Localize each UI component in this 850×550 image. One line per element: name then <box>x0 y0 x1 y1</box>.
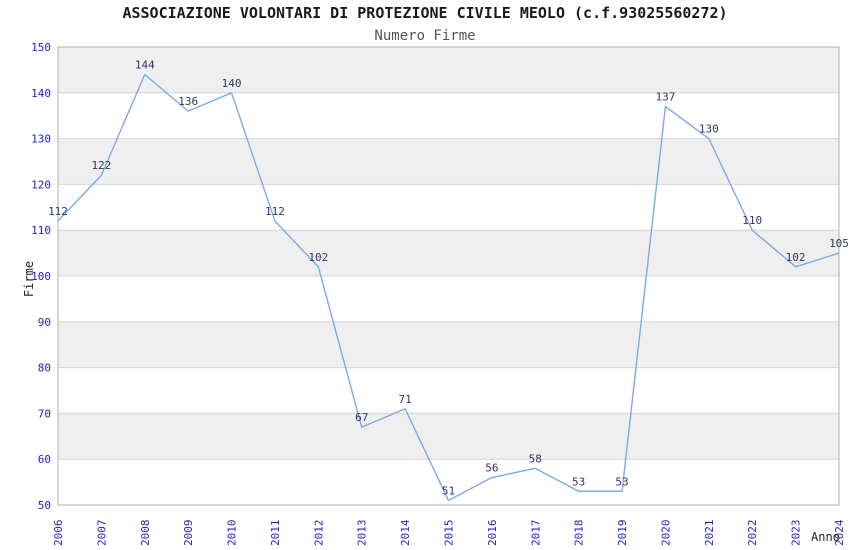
x-tick-label: 2014 <box>399 519 412 546</box>
data-point-label: 56 <box>485 462 498 475</box>
y-tick-label: 110 <box>31 224 51 237</box>
data-point-label: 53 <box>572 475 585 488</box>
trend-line <box>57 73 840 502</box>
data-point-label: 140 <box>222 77 242 90</box>
x-tick-label: 2007 <box>95 520 108 547</box>
data-point-label: 105 <box>829 237 849 250</box>
plot-band <box>58 321 839 368</box>
x-axis-title: Anno <box>811 530 840 544</box>
data-point-label: 112 <box>48 205 68 218</box>
y-tick-label: 120 <box>31 178 51 191</box>
data-point-label: 102 <box>308 251 328 264</box>
plot-band <box>58 184 839 231</box>
data-point-label: 122 <box>91 159 111 172</box>
plot-band <box>58 138 839 185</box>
data-point-label: 137 <box>656 91 676 104</box>
plot-band <box>58 47 839 93</box>
data-point-label: 71 <box>398 393 411 406</box>
data-point-label: 58 <box>529 452 542 465</box>
y-tick-label: 100 <box>31 270 51 283</box>
y-tick-label: 90 <box>38 316 51 329</box>
x-tick-label: 2008 <box>139 520 152 547</box>
y-tick-label: 140 <box>31 87 51 100</box>
x-tick-label: 2017 <box>529 520 542 547</box>
x-tick-label: 2020 <box>659 520 672 547</box>
data-point-label: 51 <box>442 484 455 497</box>
x-tick-label: 2022 <box>746 520 759 547</box>
data-point-label: 144 <box>135 58 155 71</box>
x-tick-label: 2015 <box>443 520 456 547</box>
x-tick-label: 2018 <box>573 520 586 547</box>
x-tick-label: 2011 <box>269 520 282 547</box>
data-point-label: 130 <box>699 123 719 136</box>
data-point-label: 67 <box>355 411 368 424</box>
chart-title: ASSOCIAZIONE VOLONTARI DI PROTEZIONE CIV… <box>122 4 728 22</box>
plot-band <box>58 92 839 139</box>
y-tick-label: 60 <box>38 453 51 466</box>
plot-band <box>58 230 839 276</box>
data-point-label: 53 <box>615 475 628 488</box>
y-tick-label: 50 <box>38 499 51 512</box>
data-point-label: 112 <box>265 205 285 218</box>
x-tick-label: 2024 <box>833 519 846 546</box>
y-tick-label: 150 <box>31 41 51 54</box>
y-tick-label: 130 <box>31 133 51 146</box>
x-tick-label: 2012 <box>312 520 325 547</box>
plot-band <box>58 459 839 505</box>
y-tick-label: 80 <box>38 362 51 375</box>
plot-band <box>58 367 839 414</box>
x-tick-label: 2013 <box>356 520 369 547</box>
x-tick-label: 2009 <box>182 520 195 547</box>
x-tick-label: 2010 <box>226 520 239 547</box>
plot-band <box>58 276 839 322</box>
data-point-label: 102 <box>786 251 806 264</box>
x-tick-label: 2016 <box>486 520 499 547</box>
plot-band <box>58 413 839 460</box>
x-tick-label: 2019 <box>616 520 629 547</box>
x-tick-label: 2006 <box>52 520 65 547</box>
chart-subtitle: Numero Firme <box>374 28 476 44</box>
x-tick-label: 2023 <box>790 520 803 547</box>
y-axis-title: Firme <box>22 260 36 298</box>
data-point-label: 110 <box>742 214 762 227</box>
plot-border <box>57 46 840 506</box>
x-tick-label: 2021 <box>703 520 716 547</box>
y-tick-label: 70 <box>38 407 51 420</box>
data-point-label: 136 <box>178 95 198 108</box>
